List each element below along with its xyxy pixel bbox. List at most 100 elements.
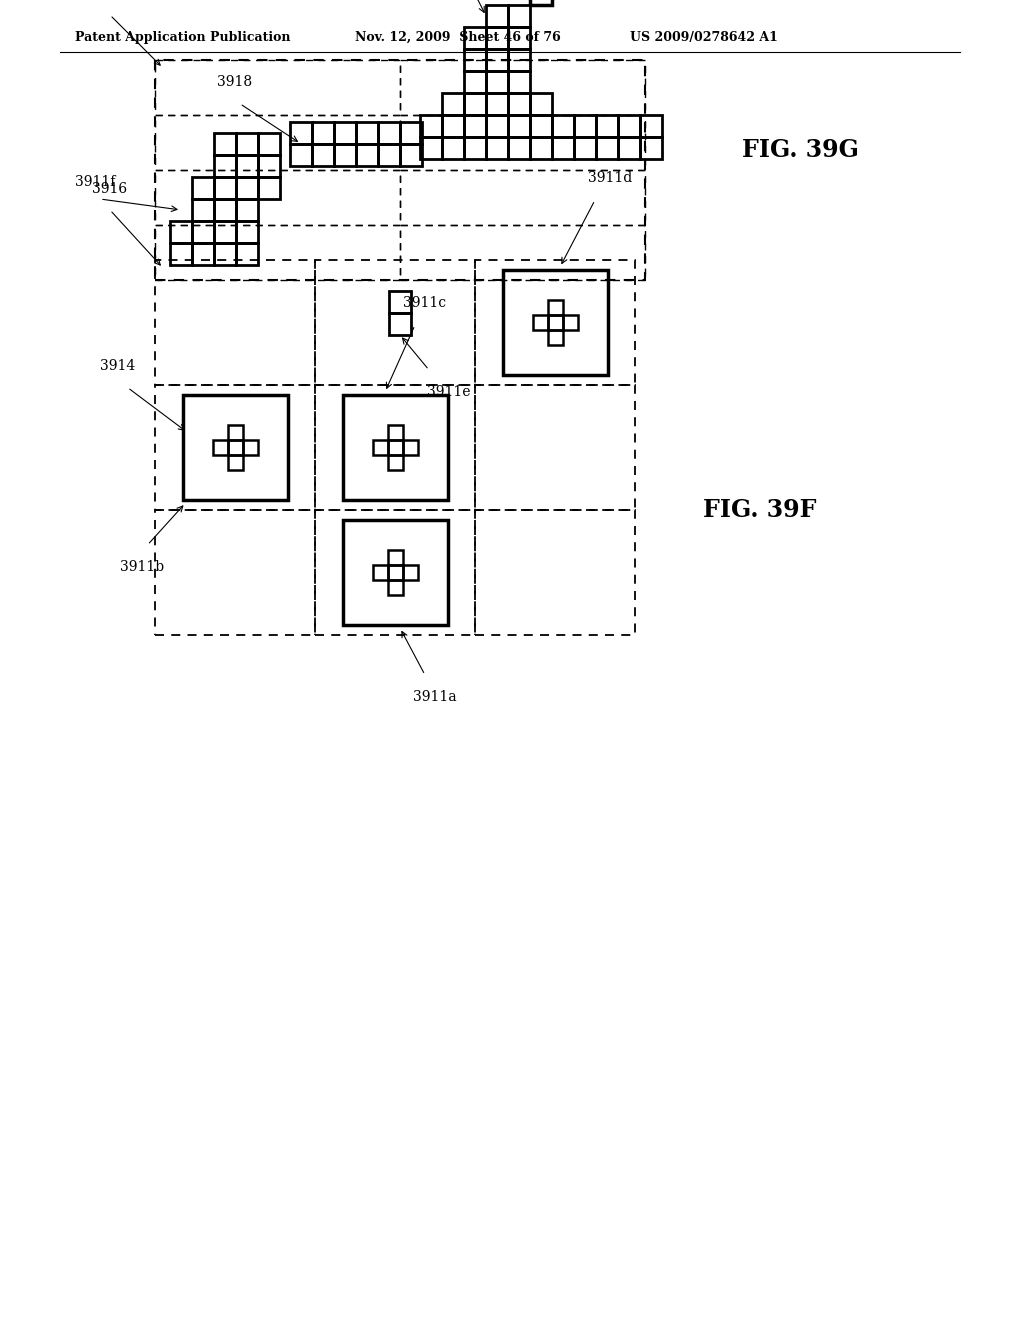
Bar [552, 115, 574, 137]
Bar [389, 313, 411, 335]
Text: FIG. 39F: FIG. 39F [703, 498, 817, 521]
Bar [214, 243, 236, 265]
Text: 3911f: 3911f [75, 176, 115, 189]
Bar [640, 115, 662, 137]
Bar [214, 154, 236, 177]
Bar [236, 243, 258, 265]
Bar [334, 144, 355, 165]
Bar [618, 115, 640, 137]
Bar [373, 565, 387, 579]
Bar [508, 137, 530, 158]
Bar [399, 121, 422, 144]
Bar [442, 137, 464, 158]
Bar [243, 440, 257, 455]
Bar [596, 137, 618, 158]
Bar [311, 121, 334, 144]
Bar [342, 395, 447, 500]
Bar [236, 154, 258, 177]
Bar [378, 144, 399, 165]
Bar [402, 440, 418, 455]
Bar [155, 115, 400, 170]
Bar [290, 144, 311, 165]
Text: Patent Application Publication: Patent Application Publication [75, 30, 291, 44]
Bar [475, 260, 635, 385]
Bar [387, 550, 402, 565]
Bar [373, 440, 387, 455]
Bar [464, 137, 486, 158]
Bar [486, 26, 508, 49]
Bar [464, 92, 486, 115]
Bar [532, 315, 548, 330]
Bar [475, 510, 635, 635]
Text: FIG. 39G: FIG. 39G [741, 139, 858, 162]
Bar [170, 220, 193, 243]
Bar [155, 510, 315, 635]
Bar [236, 220, 258, 243]
Text: 3911e: 3911e [427, 385, 471, 399]
Text: 3916: 3916 [92, 182, 128, 195]
Bar [258, 133, 280, 154]
Bar [464, 49, 486, 71]
Bar [214, 133, 236, 154]
Bar [334, 121, 355, 144]
Bar [193, 220, 214, 243]
Bar [503, 271, 607, 375]
Bar [387, 579, 402, 595]
Bar [400, 170, 645, 224]
Bar [389, 290, 411, 313]
Bar [420, 115, 442, 137]
Bar [213, 440, 227, 455]
Bar [486, 137, 508, 158]
Bar [530, 92, 552, 115]
Bar [420, 137, 442, 158]
Bar [596, 115, 618, 137]
Bar [315, 260, 475, 385]
Bar [548, 330, 562, 345]
Bar [486, 49, 508, 71]
Bar [193, 199, 214, 220]
Bar [562, 315, 578, 330]
Bar [214, 177, 236, 199]
Bar [227, 425, 243, 440]
Bar [355, 144, 378, 165]
Text: 3911c: 3911c [403, 296, 446, 310]
Bar [618, 137, 640, 158]
Bar [378, 121, 399, 144]
Text: 3914: 3914 [100, 359, 135, 372]
Text: Nov. 12, 2009  Sheet 46 of 76: Nov. 12, 2009 Sheet 46 of 76 [355, 30, 561, 44]
Bar [214, 199, 236, 220]
Bar [530, 115, 552, 137]
Bar [290, 121, 311, 144]
Bar [258, 154, 280, 177]
Bar [442, 115, 464, 137]
Bar [464, 26, 486, 49]
Bar [530, 137, 552, 158]
Text: 3918: 3918 [217, 75, 252, 88]
Bar [400, 224, 645, 280]
Bar [530, 0, 552, 5]
Bar [193, 177, 214, 199]
Bar [170, 243, 193, 265]
Bar [475, 385, 635, 510]
Bar [399, 144, 422, 165]
Text: 3911b: 3911b [121, 560, 165, 574]
Text: 3911a: 3911a [414, 690, 457, 704]
Bar [258, 177, 280, 199]
Bar [236, 177, 258, 199]
Bar [400, 59, 645, 115]
Bar [227, 440, 243, 455]
Bar [155, 170, 400, 224]
Bar [552, 137, 574, 158]
Bar [400, 115, 645, 170]
Bar [508, 71, 530, 92]
Bar [486, 92, 508, 115]
Bar [236, 199, 258, 220]
Bar [548, 300, 562, 315]
Bar [193, 243, 214, 265]
Bar [508, 49, 530, 71]
Bar [214, 220, 236, 243]
Bar [548, 315, 562, 330]
Text: 3911d: 3911d [588, 172, 632, 185]
Bar [355, 121, 378, 144]
Bar [182, 395, 288, 500]
